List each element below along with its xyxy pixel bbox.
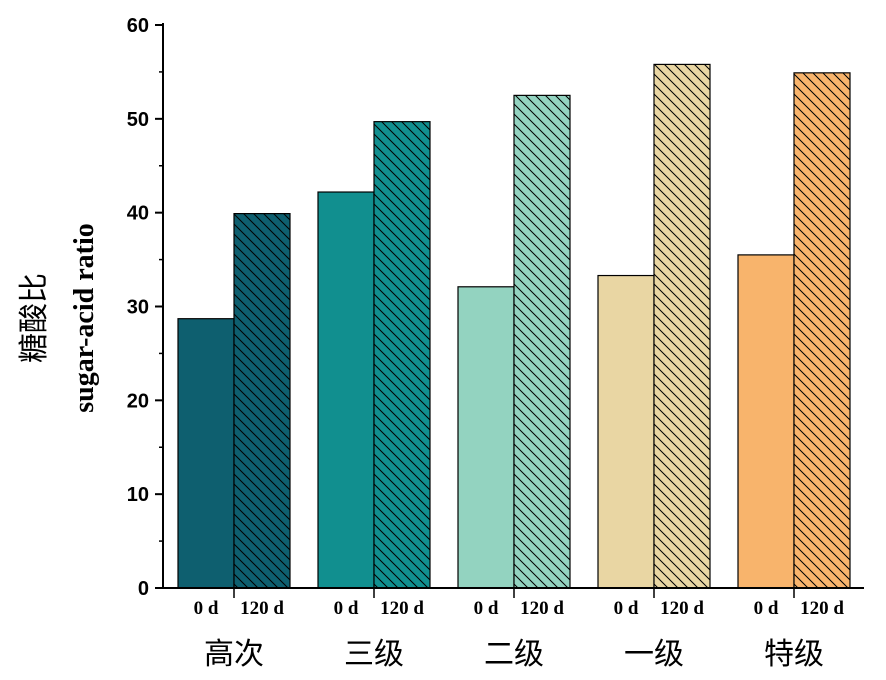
bar-120d-1 [373, 121, 431, 589]
category-label-2: 二级 [484, 637, 544, 672]
y-axis-label-english: sugar-acid ratio [69, 223, 100, 413]
bar-label-2-1: 120 d [520, 598, 564, 619]
y-tick-label: 40 [127, 203, 149, 225]
labels-layer: 0 d 120 d 高次 0 d 120 d 三级 0 d 120 d 二级 0 d 120 d 一级… [127, 15, 845, 672]
y-tick-label: 0 [138, 578, 149, 600]
bar-0d-3 [597, 274, 655, 589]
y-tick-label: 30 [127, 297, 149, 319]
bars-layer [177, 63, 851, 589]
bar-0d-2 [457, 286, 515, 589]
bar-120d-0 [233, 213, 291, 589]
bar-120d-4 [793, 72, 851, 589]
bar-label-1-1: 120 d [380, 598, 424, 619]
bar-label-4-0: 0 d [754, 598, 779, 619]
bar-120d-2 [513, 94, 571, 589]
y-tick-label: 60 [127, 15, 149, 37]
y-tick-label: 20 [127, 390, 149, 412]
category-label-4: 特级 [764, 637, 824, 672]
y-axis-label-chinese: 糖酸比 [17, 273, 52, 363]
bar-0d-4 [737, 254, 795, 589]
bar-0d-1 [317, 191, 375, 589]
bar-0d-0 [177, 318, 235, 589]
bar-label-2-0: 0 d [474, 598, 499, 619]
bar-label-3-0: 0 d [614, 598, 639, 619]
bar-label-1-0: 0 d [334, 598, 359, 619]
bar-label-0-1: 120 d [240, 598, 284, 619]
category-label-1: 三级 [344, 637, 404, 672]
bar-label-4-1: 120 d [800, 598, 844, 619]
bar-label-0-0: 0 d [194, 598, 219, 619]
y-tick-label: 10 [127, 484, 149, 506]
category-label-0: 高次 [204, 637, 264, 672]
y-tick-label: 50 [127, 109, 149, 131]
bar-label-3-1: 120 d [660, 598, 704, 619]
axes-layer [155, 23, 864, 598]
category-label-3: 一级 [624, 637, 684, 672]
bar-120d-3 [653, 63, 711, 589]
